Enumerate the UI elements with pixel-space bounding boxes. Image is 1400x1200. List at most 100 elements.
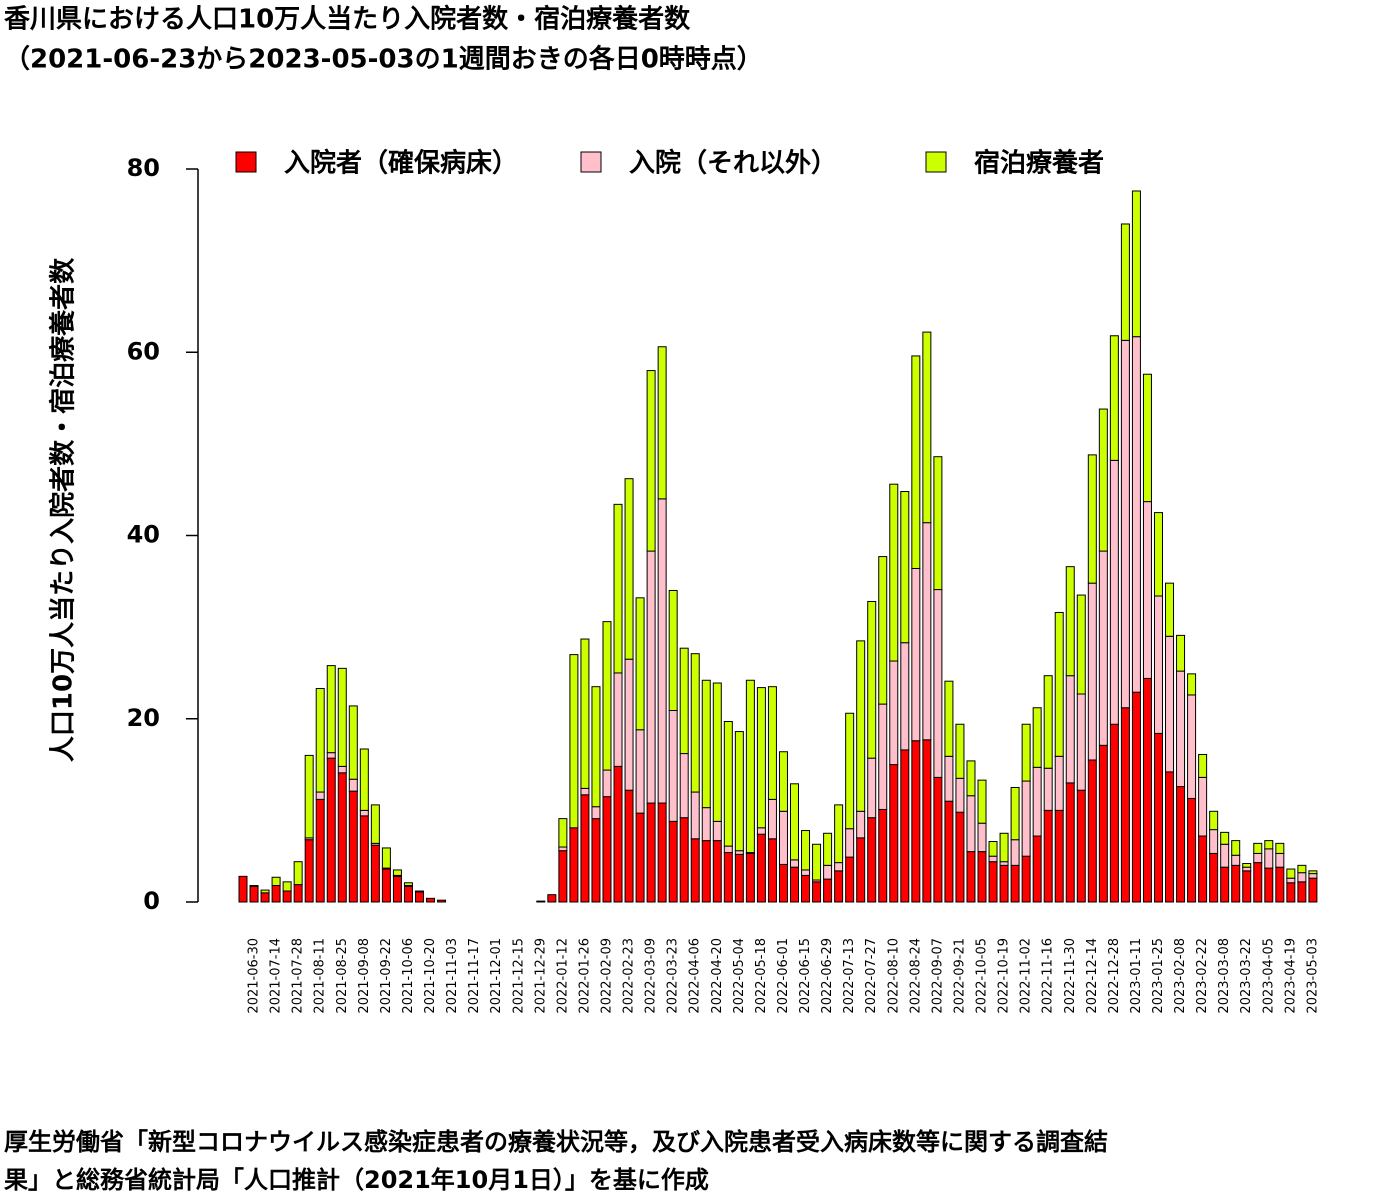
bar-segment xyxy=(249,885,259,903)
bar-segment xyxy=(1165,771,1175,903)
x-tick-label: 2021-09-22 xyxy=(379,938,394,1014)
x-tick-label: 2021-07-14 xyxy=(269,938,284,1014)
bar-segment xyxy=(260,892,270,903)
bar-segment xyxy=(359,748,369,811)
x-tick-label: 2022-10-19 xyxy=(997,938,1012,1014)
bar-segment xyxy=(1131,190,1141,338)
bar-segment xyxy=(889,483,899,662)
bar-segment xyxy=(878,556,888,705)
bar-segment xyxy=(337,667,347,767)
bar-segment xyxy=(1176,786,1186,903)
bar-segment xyxy=(547,894,557,903)
x-tick-label: 2021-12-15 xyxy=(511,938,526,1014)
bar-segment xyxy=(282,890,292,903)
bar-segment xyxy=(955,811,965,903)
x-tick-label: 2022-09-07 xyxy=(930,938,945,1014)
bar-segment xyxy=(613,503,623,674)
bar-segment xyxy=(690,838,700,903)
x-tick-label: 2023-03-08 xyxy=(1217,938,1232,1014)
bar-segment xyxy=(790,783,799,861)
bar-segment xyxy=(315,798,325,903)
bar-segment xyxy=(999,861,1009,866)
bar-segment xyxy=(1264,848,1274,869)
x-tick-label: 2022-08-24 xyxy=(908,938,923,1014)
bar-segment xyxy=(756,833,766,903)
y-tick-label: 20 xyxy=(127,704,160,732)
bar-segment xyxy=(889,764,899,903)
bar-segment xyxy=(1264,840,1274,850)
bar-segment xyxy=(745,679,755,854)
bar-segment xyxy=(1065,782,1075,903)
bar-segment xyxy=(1054,755,1064,811)
y-tick-label: 60 xyxy=(127,337,160,365)
bar-segment xyxy=(1098,550,1108,746)
bar-segment xyxy=(293,884,303,903)
bar-segment xyxy=(1297,872,1307,883)
bar-segment xyxy=(602,621,612,771)
bar-segment xyxy=(282,881,292,892)
bar-segment xyxy=(1109,459,1119,725)
bar-segment xyxy=(734,731,744,852)
bar-segment xyxy=(591,806,601,820)
bar-segment xyxy=(812,881,822,903)
x-tick-label: 2021-06-30 xyxy=(247,938,262,1014)
bar-segment xyxy=(558,846,568,852)
x-tick-label: 2023-02-08 xyxy=(1173,938,1188,1014)
x-tick-label: 2022-09-21 xyxy=(952,938,967,1014)
bar-segment xyxy=(580,787,590,796)
y-tick-label: 80 xyxy=(127,154,160,182)
bar-segment xyxy=(900,642,910,751)
bar-segment xyxy=(1010,839,1020,866)
bar-segment xyxy=(955,777,965,813)
bar-segment xyxy=(1021,780,1031,857)
bar-segment xyxy=(1209,852,1219,903)
bar-segment xyxy=(668,820,678,903)
x-tick-label: 2022-04-06 xyxy=(688,938,703,1014)
bar-segment xyxy=(646,370,656,552)
source-note: 厚生労働省「新型コロナウイルス感染症患者の療養状況等，及び入院患者受入病床数等に… xyxy=(4,1128,1108,1156)
bar-segment xyxy=(1021,723,1031,782)
bar-segment xyxy=(1142,373,1152,503)
x-tick-label: 2023-01-25 xyxy=(1151,938,1166,1014)
bar-segment xyxy=(1120,223,1130,341)
bar-segment xyxy=(1120,707,1130,903)
x-tick-label: 2021-12-01 xyxy=(489,938,504,1014)
bar-segment xyxy=(1153,512,1163,597)
bar-segment xyxy=(613,672,623,767)
x-tick-label: 2022-06-15 xyxy=(798,938,813,1014)
bar-segment xyxy=(249,885,259,887)
bar-segment xyxy=(778,751,788,812)
x-tick-label: 2021-08-25 xyxy=(335,938,350,1014)
bar-segment xyxy=(944,680,954,757)
bar-segment xyxy=(823,832,833,866)
bar-segment xyxy=(1087,454,1097,584)
bar-segment xyxy=(1087,759,1097,903)
x-tick-label: 2021-10-20 xyxy=(423,938,438,1014)
bar-segment xyxy=(304,754,314,839)
bar-segment xyxy=(922,522,932,741)
bar-segment xyxy=(602,796,612,903)
bar-segment xyxy=(1142,501,1152,679)
bar-segment xyxy=(1054,809,1064,903)
x-tick-label: 2022-12-28 xyxy=(1107,938,1122,1014)
bar-segment xyxy=(767,838,777,903)
bar-segment xyxy=(1176,634,1186,672)
bar-segment xyxy=(1065,675,1075,784)
bar-segment xyxy=(679,753,689,819)
x-tick-label: 2022-08-10 xyxy=(886,938,901,1014)
bar-segment xyxy=(701,679,711,809)
bar-segment xyxy=(1087,582,1097,761)
bar-segment xyxy=(922,739,932,903)
bar-segment xyxy=(1198,753,1208,778)
bar-segment xyxy=(723,845,733,854)
bar-segment xyxy=(701,807,711,842)
bar-segment xyxy=(558,850,568,903)
x-tick-label: 2022-07-13 xyxy=(842,938,857,1014)
bar-segment xyxy=(635,812,645,903)
bar-segment xyxy=(900,749,910,903)
bar-segment xyxy=(558,818,568,848)
bar-segment xyxy=(1043,767,1053,811)
bar-segment xyxy=(1065,566,1075,677)
bar-segment xyxy=(911,355,921,569)
x-tick-label: 2023-03-22 xyxy=(1239,938,1254,1014)
